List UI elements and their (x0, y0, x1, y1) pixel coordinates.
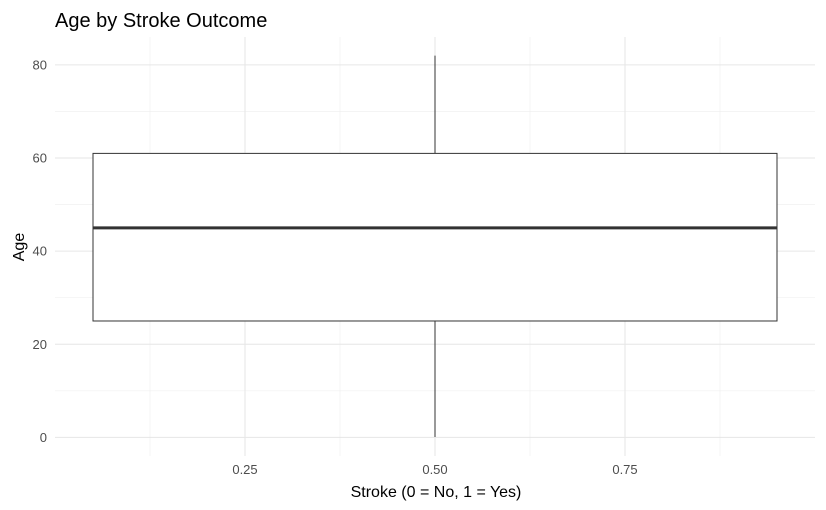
y-tick-label: 40 (33, 244, 47, 259)
box-marks (92, 55, 778, 438)
box (92, 152, 778, 322)
x-tick-label: 0.75 (612, 462, 637, 477)
y-axis-title: Age (11, 233, 28, 262)
x-axis-ticks: 0.25 0.50 0.75 (232, 462, 637, 477)
y-tick-label: 80 (33, 57, 47, 72)
y-axis-ticks: 0 20 40 60 80 (33, 57, 47, 444)
y-tick-label: 0 (40, 430, 47, 445)
x-tick-label: 0.25 (232, 462, 257, 477)
y-tick-label: 20 (33, 337, 47, 352)
x-tick-label: 0.50 (422, 462, 447, 477)
y-tick-label: 60 (33, 151, 47, 166)
chart-title: Age by Stroke Outcome (55, 10, 267, 32)
x-axis-title: Stroke (0 = No, 1 = Yes) (351, 484, 522, 501)
